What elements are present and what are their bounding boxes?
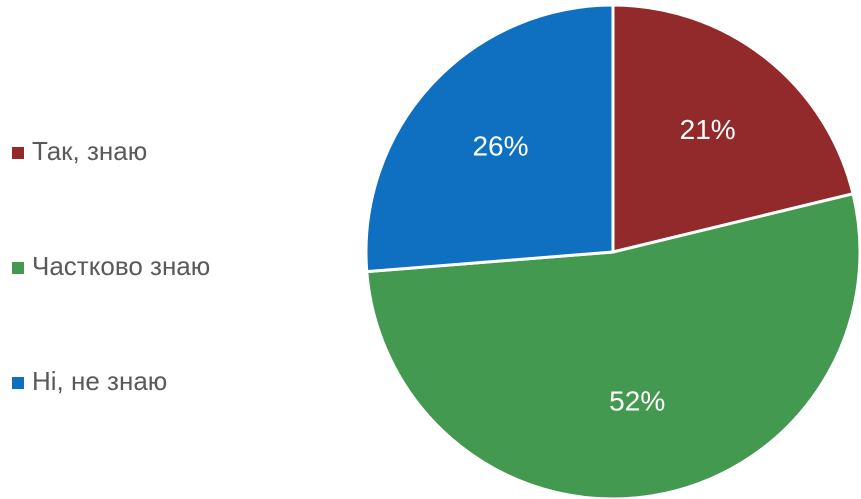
pie-slice bbox=[611, 3, 855, 254]
legend-swatch bbox=[12, 262, 24, 274]
legend-text: Так, знаю bbox=[32, 136, 147, 166]
slice-label: 52% bbox=[609, 386, 665, 417]
legend-swatch bbox=[12, 377, 24, 389]
pie-slice bbox=[365, 191, 861, 499]
legend-swatch bbox=[12, 147, 24, 159]
slice-label: 26% bbox=[472, 130, 528, 161]
slice-label: 21% bbox=[680, 114, 736, 145]
legend-text: Ні, не знаю bbox=[32, 366, 167, 396]
legend-text: Частково знаю bbox=[32, 251, 210, 281]
pie-slice bbox=[364, 3, 615, 274]
